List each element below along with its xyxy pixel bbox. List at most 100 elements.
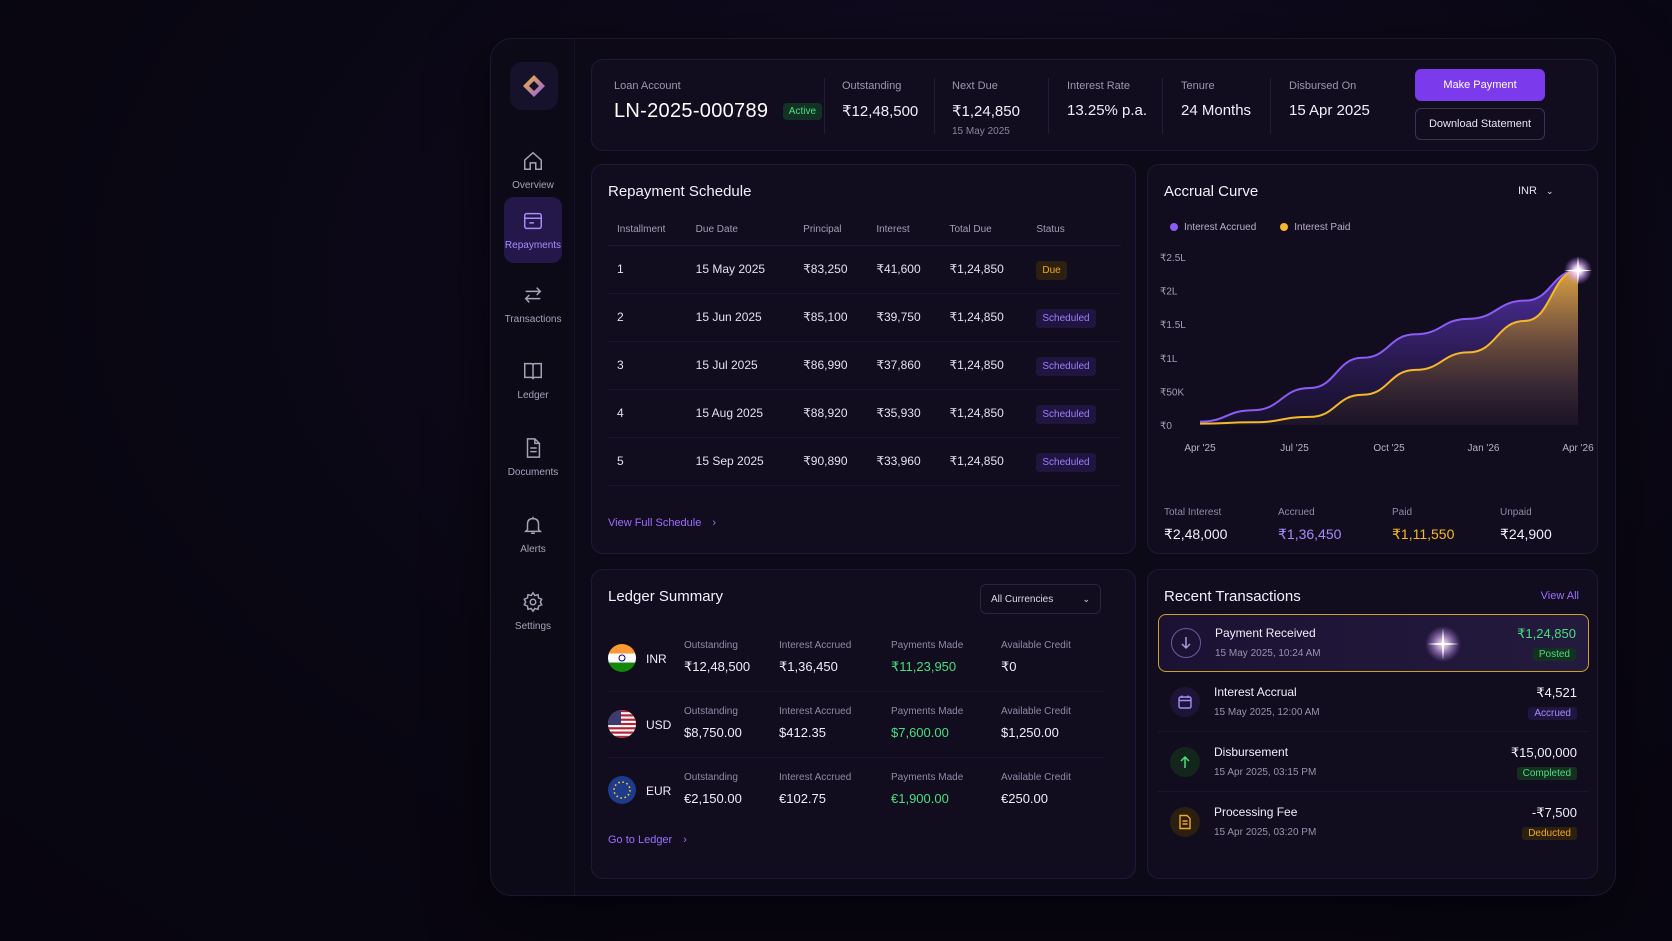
ledger-cell: Payments Made $7,600.00 (891, 706, 963, 740)
ledger-cell: Available Credit ₹0 (1001, 640, 1071, 675)
outstanding-block: Outstanding ₹12,48,500 (842, 80, 918, 120)
stat-total-interest: Total Interest ₹2,48,000 (1164, 507, 1227, 543)
nav-transactions[interactable]: Transactions (504, 271, 562, 337)
table-row[interactable]: 2 15 Jun 2025 ₹85,100 ₹39,750 ₹1,24,850 … (608, 293, 1121, 342)
column-header: Principal (794, 215, 868, 246)
nav-repayments[interactable]: Repayments (504, 197, 562, 263)
table-row[interactable]: 3 15 Jul 2025 ₹86,990 ₹37,860 ₹1,24,850 … (608, 341, 1121, 390)
cell-installment: 3 (608, 341, 687, 390)
transaction-row[interactable]: Payment Received 15 May 2025, 10:24 AM ₹… (1158, 614, 1589, 672)
ledger-col-label: Outstanding (684, 772, 738, 783)
outstanding-label: Outstanding (842, 80, 902, 92)
ledger-value: ₹11,23,950 (891, 659, 957, 674)
app-logo[interactable] (510, 62, 558, 110)
transaction-row[interactable]: Processing Fee 15 Apr 2025, 03:20 PM -₹7… (1158, 794, 1589, 852)
table-row[interactable]: 4 15 Aug 2025 ₹88,920 ₹35,930 ₹1,24,850 … (608, 389, 1121, 438)
y-tick-label: ₹50K (1160, 387, 1184, 398)
ledger-row-inr[interactable]: INR Outstanding ₹12,48,500 Interest Accru… (608, 626, 1105, 692)
chevron-right-icon: › (683, 834, 687, 846)
nav-settings[interactable]: Settings (504, 578, 562, 644)
app-window: Overview Repayments Transactions Ledger … (490, 38, 1616, 896)
ledger-col-label: Available Credit (1001, 640, 1071, 651)
transaction-date: 15 May 2025, 12:00 AM (1214, 707, 1320, 718)
loan-header: Loan Account LN-2025-000789 Active Outst… (591, 59, 1598, 151)
column-header: Installment (608, 215, 687, 246)
ledger-col-label: Outstanding (684, 640, 738, 651)
currency-filter-value: All Currencies (991, 593, 1054, 605)
ledger-summary-card: Ledger Summary All Currencies ⌄ INR Outs… (591, 569, 1136, 879)
home-icon (524, 151, 542, 170)
table-row[interactable]: 1 15 May 2025 ₹83,250 ₹41,600 ₹1,24,850 … (608, 245, 1121, 294)
cell-installment: 1 (608, 245, 687, 294)
ledger-col-label: Available Credit (1001, 772, 1071, 783)
disbursed-value: 15 Apr 2025 (1289, 102, 1370, 119)
eu-flag-icon (608, 776, 636, 804)
divider (1048, 78, 1049, 134)
nav-documents[interactable]: Documents (504, 424, 562, 490)
cell-principal: ₹83,250 (794, 245, 868, 294)
next-due-label: Next Due (952, 80, 998, 92)
ledger-summary-title: Ledger Summary (608, 588, 724, 605)
transaction-amount: ₹15,00,000 (1510, 745, 1577, 760)
ledger-value: $8,750.00 (684, 725, 742, 740)
ledger-row-usd[interactable]: USD Outstanding $8,750.00 Interest Accrue… (608, 692, 1105, 758)
transaction-row[interactable]: Disbursement 15 Apr 2025, 03:15 PM ₹15,0… (1158, 734, 1589, 792)
go-to-ledger-link[interactable]: Go to Ledger › (608, 834, 687, 846)
transaction-title: Processing Fee (1214, 805, 1298, 819)
gear-icon (523, 591, 543, 612)
arrow-down-icon (1171, 628, 1201, 658)
next-due-date: 15 May 2025 (952, 126, 1010, 137)
sparkle-icon (1425, 626, 1461, 662)
cell-due-date: 15 Aug 2025 (686, 389, 795, 438)
nav-overview[interactable]: Overview (504, 137, 562, 203)
transaction-amount: ₹1,24,850 (1517, 626, 1576, 641)
status-badge-scheduled: Scheduled (1036, 309, 1096, 328)
view-full-schedule-link[interactable]: View Full Schedule › (608, 517, 716, 529)
disbursed-label: Disbursed On (1289, 80, 1357, 92)
chevron-down-icon: ⌄ (1082, 593, 1090, 604)
y-tick-label: ₹1.5L (1160, 320, 1186, 331)
ledger-value: $1,250.00 (1001, 725, 1059, 740)
ledger-col-label: Payments Made (891, 706, 964, 717)
cell-principal: ₹85,100 (794, 293, 868, 342)
ledger-value: ₹1,36,450 (779, 659, 838, 674)
cell-total-due: ₹1,24,850 (940, 341, 1028, 390)
cell-principal: ₹88,920 (794, 389, 868, 438)
make-payment-button[interactable]: Make Payment (1415, 69, 1545, 101)
status-badge-due: Due (1036, 261, 1067, 280)
y-tick-label: ₹0 (1160, 421, 1172, 432)
nav-alerts[interactable]: Alerts (504, 501, 562, 567)
y-tick-label: ₹2L (1160, 287, 1178, 298)
loan-account-label: Loan Account (614, 80, 681, 92)
transaction-amount: ₹4,521 (1536, 685, 1577, 700)
repayment-schedule-card: Repayment Schedule Installment Due Date … (591, 164, 1136, 554)
ledger-value: €250.00 (1001, 791, 1048, 806)
legend-label-paid: Interest Paid (1294, 222, 1351, 233)
download-statement-button[interactable]: Download Statement (1415, 108, 1545, 140)
status-badge-scheduled: Scheduled (1036, 453, 1096, 472)
ledger-cell: Payments Made €1,900.00 (891, 772, 963, 806)
receipt-icon (1170, 807, 1200, 837)
x-tick-label: Oct '25 (1373, 443, 1405, 454)
go-to-ledger-label: Go to Ledger (608, 834, 673, 846)
accrual-chart: ₹0 ₹50K ₹1L ₹1.5L ₹2L ₹2.5L Apr '25 Jul '25 Oct… (1160, 253, 1594, 454)
interest-rate-value: 13.25% p.a. (1067, 102, 1148, 119)
cell-status: Scheduled (1027, 437, 1121, 486)
view-all-link[interactable]: View All (1540, 590, 1579, 602)
transaction-row[interactable]: Interest Accrual 15 May 2025, 12:00 AM ₹… (1158, 674, 1589, 732)
table-row[interactable]: 5 15 Sep 2025 ₹90,890 ₹33,960 ₹1,24,850 … (608, 437, 1121, 486)
nav-label: Documents (507, 466, 559, 478)
ledger-row-eur[interactable]: EUR Outstanding €2,150.00 Interest Accrue… (608, 758, 1105, 824)
currency-filter-select[interactable]: All Currencies ⌄ (980, 584, 1101, 614)
transaction-title: Payment Received (1215, 626, 1316, 640)
transaction-date: 15 Apr 2025, 03:15 PM (1214, 767, 1317, 778)
ledger-col-label: Interest Accrued (779, 640, 852, 651)
currency-dropdown[interactable]: INR ⌄ (1518, 185, 1554, 197)
ledger-value: ₹0 (1001, 659, 1017, 674)
cell-total-due: ₹1,24,850 (940, 293, 1028, 342)
nav-ledger[interactable]: Ledger (504, 347, 562, 413)
cell-installment: 4 (608, 389, 687, 438)
accrual-curve-card: Accrual Curve INR ⌄ Interest Accrued Int… (1147, 164, 1598, 554)
stat-label: Paid (1392, 507, 1413, 518)
column-header: Total Due (940, 215, 1028, 246)
